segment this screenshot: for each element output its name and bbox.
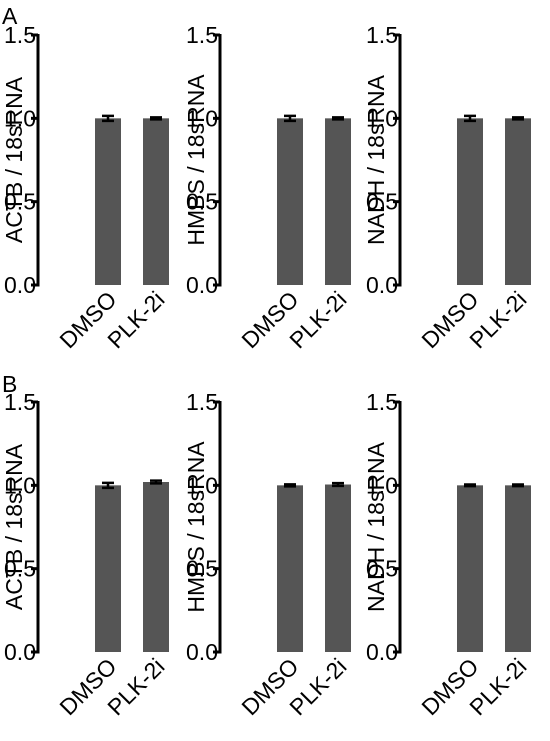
- bar: [143, 482, 169, 652]
- y-tick-label: 0.0: [186, 639, 218, 665]
- y-tick-label: 1.5: [366, 22, 398, 48]
- y-tick-label: 1.0: [186, 472, 218, 498]
- error-bar: [464, 483, 476, 488]
- y-tick-label: 0.0: [366, 272, 398, 298]
- panel-label: B: [2, 371, 17, 397]
- y-tick-label: 0.5: [4, 189, 36, 215]
- y-tick-label: 1.0: [366, 472, 398, 498]
- error-bar: [332, 116, 344, 121]
- bar: [325, 484, 351, 652]
- y-tick-label: 0.0: [186, 272, 218, 298]
- y-axis-label: NADH / 18sRNA: [363, 441, 389, 612]
- bar: [95, 118, 121, 285]
- bar: [277, 485, 303, 652]
- bar: [505, 118, 531, 285]
- error-bar: [284, 483, 296, 488]
- y-tick-label: 1.5: [4, 22, 36, 48]
- bar: [325, 118, 351, 285]
- y-tick-label: 1.0: [366, 105, 398, 131]
- y-tick-label: 1.5: [186, 389, 218, 415]
- y-tick-label: 1.5: [4, 389, 36, 415]
- y-axis-label: HMBS / 18sRNA: [183, 74, 209, 246]
- y-tick-label: 0.5: [186, 189, 218, 215]
- y-axis-label: HMBS / 18sRNA: [183, 441, 209, 613]
- bar: [277, 118, 303, 285]
- bar: [457, 485, 483, 652]
- y-tick-label: 0.5: [4, 556, 36, 582]
- y-tick-label: 1.5: [366, 389, 398, 415]
- error-bar: [332, 481, 344, 488]
- y-tick-label: 0.0: [4, 639, 36, 665]
- y-axis-label: ACTB / 18sRNA: [1, 76, 27, 243]
- y-tick-label: 0.5: [186, 556, 218, 582]
- error-bar: [102, 481, 114, 490]
- error-bar: [512, 483, 524, 488]
- panel-label: A: [2, 3, 18, 29]
- y-axis-label: NADH / 18sRNA: [363, 74, 389, 245]
- error-bar: [150, 479, 162, 485]
- y-tick-label: 1.5: [186, 22, 218, 48]
- error-bar: [284, 114, 296, 123]
- error-bar: [512, 116, 524, 121]
- bar: [457, 118, 483, 285]
- y-tick-label: 0.5: [366, 556, 398, 582]
- bar: [95, 485, 121, 652]
- bar: [143, 118, 169, 285]
- y-tick-label: 0.0: [4, 272, 36, 298]
- y-tick-label: 1.0: [4, 105, 36, 131]
- bar: [505, 485, 531, 652]
- error-bar: [464, 114, 476, 123]
- error-bar: [150, 116, 162, 121]
- y-tick-label: 0.5: [366, 189, 398, 215]
- y-tick-label: 1.0: [186, 105, 218, 131]
- y-tick-label: 0.0: [366, 639, 398, 665]
- y-tick-label: 1.0: [4, 472, 36, 498]
- error-bar: [102, 114, 114, 123]
- y-axis-label: ACTB / 18sRNA: [1, 443, 27, 610]
